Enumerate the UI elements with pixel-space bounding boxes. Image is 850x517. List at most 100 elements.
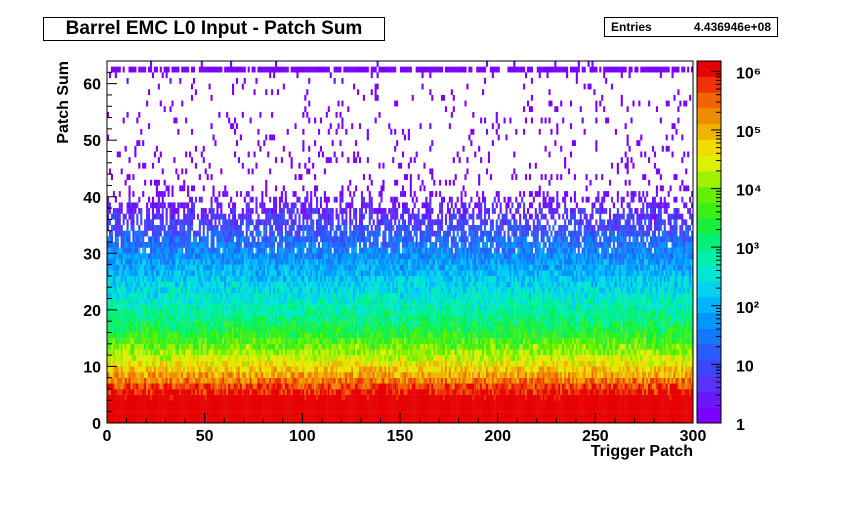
- heatmap-cell: [181, 225, 184, 231]
- heatmap-cell: [177, 372, 180, 378]
- heatmap-cell: [241, 411, 244, 418]
- heatmap-cell: [212, 264, 215, 271]
- heatmap-cell: [292, 219, 295, 226]
- heatmap-cell: [314, 343, 317, 350]
- heatmap-cell: [298, 213, 301, 220]
- heatmap-cell: [142, 366, 145, 373]
- heatmap-cell: [171, 394, 174, 401]
- heatmap-cell: [298, 219, 301, 226]
- heatmap-cell: [335, 406, 338, 412]
- heatmap-cell: [237, 213, 240, 220]
- heatmap-cell: [273, 417, 276, 424]
- heatmap-cell: [241, 417, 244, 424]
- heatmap-cell: [308, 343, 311, 350]
- heatmap-cell: [265, 321, 268, 327]
- heatmap-cell: [146, 360, 149, 367]
- heatmap-cell: [149, 292, 153, 299]
- heatmap-cell: [337, 247, 340, 254]
- heatmap-cell: [190, 270, 194, 277]
- heatmap-cell: [151, 281, 155, 288]
- heatmap-cell: [276, 230, 280, 237]
- heatmap-cell: [243, 236, 246, 243]
- heatmap-cell: [284, 389, 287, 395]
- heatmap-cell: [136, 202, 139, 209]
- heatmap-cell: [235, 304, 239, 311]
- heatmap-cell: [132, 287, 135, 294]
- heatmap-cell: [304, 270, 307, 277]
- heatmap-cell: [206, 406, 209, 412]
- heatmap-cell: [249, 309, 252, 316]
- heatmap-cell: [249, 287, 252, 294]
- heatmap-cell: [116, 287, 119, 294]
- heatmap-cell: [280, 242, 283, 248]
- heatmap-cell: [185, 400, 188, 407]
- heatmap-cell: [276, 225, 280, 231]
- heatmap-cell: [110, 264, 114, 271]
- heatmap-cell: [220, 225, 223, 231]
- heatmap-cell: [181, 304, 184, 311]
- heatmap-cell: [159, 343, 162, 350]
- heatmap-cell: [271, 355, 274, 361]
- heatmap-cell: [333, 349, 336, 356]
- heatmap-cell: [237, 242, 240, 248]
- heatmap-cell: [312, 230, 315, 237]
- heatmap-cell: [237, 287, 240, 294]
- heatmap-cell: [159, 377, 162, 384]
- heatmap-cell: [267, 213, 270, 220]
- heatmap-cell: [144, 366, 147, 373]
- heatmap-cell: [288, 253, 291, 260]
- heatmap-cell: [235, 281, 239, 288]
- heatmap-cell: [265, 304, 268, 311]
- heatmap-cell: [204, 315, 207, 322]
- heatmap-cell: [245, 264, 248, 271]
- heatmap-cell: [161, 236, 164, 243]
- heatmap-cell: [181, 355, 184, 361]
- heatmap-cell: [130, 343, 133, 350]
- heatmap-cell: [134, 287, 137, 294]
- heatmap-cell: [198, 377, 201, 384]
- heatmap-cell: [116, 208, 119, 214]
- heatmap-cell: [243, 321, 246, 327]
- heatmap-cell: [333, 292, 336, 299]
- heatmap-cell: [171, 253, 174, 260]
- heatmap-cell: [304, 355, 307, 361]
- heatmap-cell: [245, 287, 248, 294]
- heatmap-cell: [110, 275, 114, 282]
- heatmap-cell: [300, 411, 303, 418]
- heatmap-cell: [263, 253, 266, 260]
- heatmap-cell: [233, 360, 237, 367]
- heatmap-cell: [325, 389, 328, 395]
- heatmap-cell: [343, 258, 346, 265]
- heatmap-cell: [310, 264, 313, 271]
- heatmap-cell: [136, 236, 139, 243]
- heatmap-cell: [183, 360, 186, 367]
- heatmap-cell: [151, 264, 155, 271]
- heatmap-cell: [226, 406, 229, 412]
- heatmap-cell: [249, 298, 252, 305]
- heatmap-cell: [107, 394, 110, 401]
- heatmap-cell: [329, 389, 332, 395]
- heatmap-cell: [226, 292, 229, 299]
- heatmap-cell: [208, 219, 211, 226]
- heatmap-cell: [249, 326, 252, 333]
- heatmap-cell: [312, 287, 315, 294]
- heatmap-cell: [319, 400, 323, 407]
- heatmap-cell: [278, 258, 281, 265]
- heatmap-cell: [151, 349, 155, 356]
- heatmap-cell: [286, 389, 289, 395]
- heatmap-cell: [165, 343, 168, 350]
- heatmap-cell: [157, 389, 160, 395]
- heatmap-cell: [202, 292, 205, 299]
- heatmap-cell: [339, 332, 342, 339]
- heatmap-cell: [255, 315, 258, 322]
- heatmap-cell: [169, 372, 172, 378]
- heatmap-cell: [194, 372, 197, 378]
- heatmap-cell: [206, 394, 209, 401]
- heatmap-cell: [153, 400, 156, 407]
- heatmap-cell: [347, 377, 350, 384]
- heatmap-cell: [216, 66, 219, 73]
- heatmap-cell: [243, 253, 246, 260]
- heatmap-cell: [335, 389, 338, 395]
- heatmap-cell: [241, 213, 244, 220]
- heatmap-cell: [128, 174, 131, 180]
